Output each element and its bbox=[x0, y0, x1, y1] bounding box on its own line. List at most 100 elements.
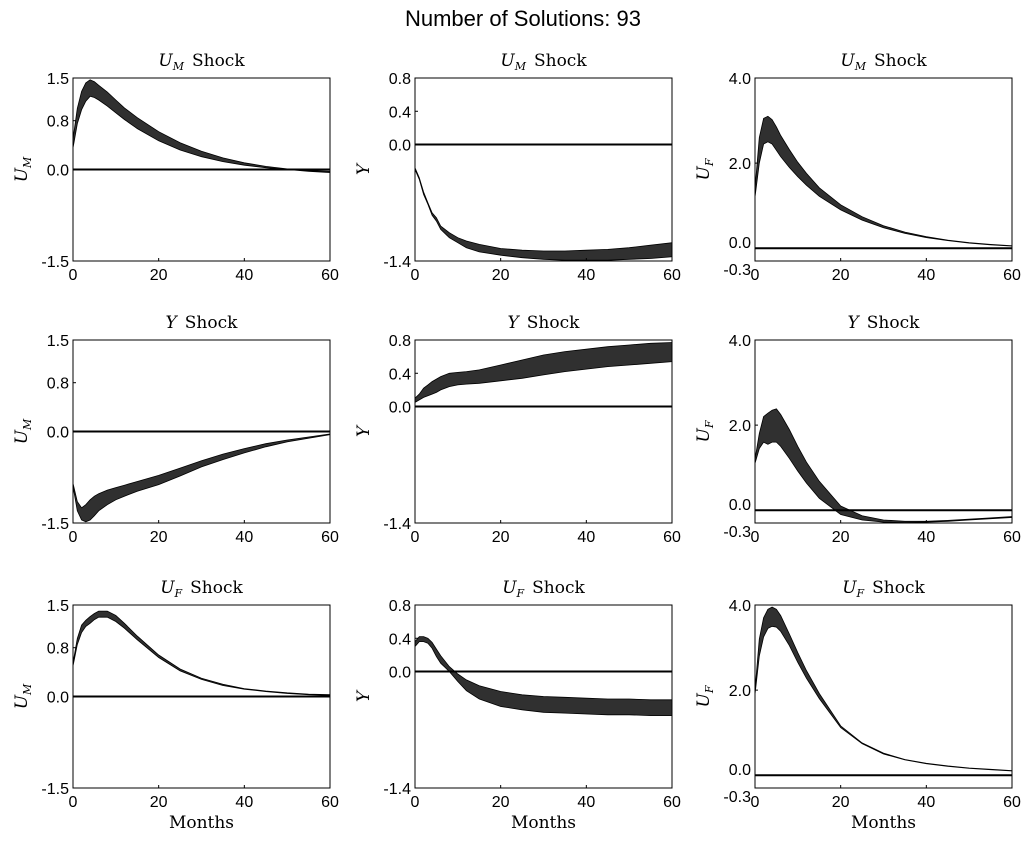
y-tick-label: 0.0 bbox=[389, 400, 411, 417]
x-axis-label: Months bbox=[169, 813, 234, 833]
y-axis-label-group: UM bbox=[12, 156, 34, 182]
y-tick-label: -0.3 bbox=[723, 524, 751, 541]
x-tick-label: 40 bbox=[917, 267, 935, 284]
x-tick-label: 0 bbox=[69, 794, 78, 811]
x-tick-label: 20 bbox=[492, 267, 510, 284]
y-tick-label: 0.0 bbox=[47, 690, 69, 707]
y-tick-label: 0.4 bbox=[389, 366, 411, 383]
x-tick-label: 0 bbox=[411, 267, 420, 284]
subplot-1: 0 20 40 60 -1.5 0.0 0.8 1.5 UM Shock UM bbox=[12, 51, 339, 284]
y-tick-label: -1.5 bbox=[41, 516, 69, 533]
y-tick-label: 0.0 bbox=[729, 235, 751, 252]
x-axis-label: Months bbox=[511, 813, 576, 833]
y-axis-label: UM bbox=[12, 156, 34, 182]
y-tick-label: 1.5 bbox=[47, 333, 69, 350]
x-tick-label: 0 bbox=[411, 794, 420, 811]
x-tick-label: 60 bbox=[1003, 267, 1021, 284]
y-tick-label: -1.4 bbox=[383, 516, 411, 533]
y-axis-label-group: UF bbox=[694, 158, 716, 180]
y-axis-label-group: UM bbox=[12, 683, 34, 709]
y-tick-label: 0.8 bbox=[389, 71, 411, 88]
subplot-4: 0 20 40 60 -1.5 0.0 0.8 1.5 Y Shock UM bbox=[12, 313, 339, 546]
y-axis-label: Y bbox=[354, 424, 374, 437]
y-axis-label: UF bbox=[694, 158, 716, 180]
response-band bbox=[754, 606, 1013, 772]
y-tick-label: 0.0 bbox=[47, 163, 69, 180]
subplot-7: 0 20 40 60 -1.5 0.0 0.8 1.5 UF Shock UM Months bbox=[12, 578, 339, 833]
subplot-5: 0 20 40 60 -1.4 0.0 0.4 0.8 Y Shock Y bbox=[354, 313, 681, 546]
subplot-8: 0 20 40 60 -1.4 0.0 0.4 0.8 UF Shock Y Months bbox=[354, 578, 681, 833]
subplot-title: UF Shock bbox=[160, 578, 243, 600]
subplot-grid: 0 20 40 60 -1.5 0.0 0.8 1.5 UM Shock UM 0 20 40 60 -1.4… bbox=[12, 51, 1021, 833]
x-tick-label: 40 bbox=[577, 794, 595, 811]
y-axis-label: UF bbox=[694, 685, 716, 707]
y-tick-label: 0.8 bbox=[47, 376, 69, 393]
response-band bbox=[414, 636, 673, 716]
x-tick-label: 40 bbox=[235, 529, 253, 546]
x-tick-label: 0 bbox=[751, 267, 760, 284]
y-axis-label-group: UF bbox=[694, 420, 716, 442]
x-tick-label: 60 bbox=[321, 529, 339, 546]
y-axis-label: UM bbox=[12, 683, 34, 709]
y-axis-label-group: UF bbox=[694, 685, 716, 707]
y-tick-label: -1.4 bbox=[383, 781, 411, 798]
y-tick-label: 0.8 bbox=[47, 114, 69, 131]
figure-title: Number of Solutions: 93 bbox=[405, 6, 641, 31]
y-tick-label: 0.0 bbox=[729, 497, 751, 514]
y-tick-label: 0.8 bbox=[47, 641, 69, 658]
y-tick-label: -0.3 bbox=[723, 262, 751, 279]
response-band bbox=[414, 167, 673, 261]
x-tick-label: 20 bbox=[832, 794, 850, 811]
x-tick-label: 40 bbox=[577, 529, 595, 546]
x-tick-label: 40 bbox=[235, 267, 253, 284]
response-band bbox=[72, 433, 331, 523]
x-tick-label: 60 bbox=[663, 794, 681, 811]
y-tick-label: 0.8 bbox=[389, 598, 411, 615]
response-band bbox=[72, 610, 331, 696]
subplot-title: UF Shock bbox=[842, 578, 925, 600]
x-tick-label: 0 bbox=[751, 529, 760, 546]
subplot-title: UM Shock bbox=[500, 51, 587, 73]
axes-frame bbox=[414, 339, 673, 524]
y-tick-label: 1.5 bbox=[47, 598, 69, 615]
subplot-3: 0 20 40 60 -0.3 0.0 2.0 4.0 UM Shock UF bbox=[694, 51, 1021, 284]
subplot-title: Y Shock bbox=[848, 313, 921, 333]
x-tick-label: 40 bbox=[917, 794, 935, 811]
y-tick-label: 2.0 bbox=[729, 156, 751, 173]
response-band bbox=[414, 342, 673, 404]
y-tick-label: 1.5 bbox=[47, 71, 69, 88]
y-tick-label: -1.4 bbox=[383, 254, 411, 271]
subplot-title: UM Shock bbox=[158, 51, 245, 73]
subplot-title: UM Shock bbox=[840, 51, 927, 73]
axes-frame bbox=[414, 604, 673, 789]
x-tick-label: 20 bbox=[150, 529, 168, 546]
x-tick-label: 20 bbox=[492, 794, 510, 811]
y-axis-label: Y bbox=[354, 162, 374, 175]
x-tick-label: 40 bbox=[577, 267, 595, 284]
subplot-title: UF Shock bbox=[502, 578, 585, 600]
y-tick-label: -1.5 bbox=[41, 781, 69, 798]
y-axis-label-group: Y bbox=[354, 689, 374, 702]
x-tick-label: 60 bbox=[663, 267, 681, 284]
subplot-6: 0 20 40 60 -0.3 0.0 2.0 4.0 Y Shock UF bbox=[694, 313, 1021, 546]
x-tick-label: 40 bbox=[917, 529, 935, 546]
y-tick-label: 4.0 bbox=[729, 71, 751, 88]
subplot-title: Y Shock bbox=[508, 313, 581, 333]
y-tick-label: 0.8 bbox=[389, 333, 411, 350]
y-axis-label: UM bbox=[12, 418, 34, 444]
x-tick-label: 20 bbox=[150, 794, 168, 811]
x-tick-label: 0 bbox=[69, 267, 78, 284]
y-tick-label: -0.3 bbox=[723, 789, 751, 806]
x-tick-label: 60 bbox=[1003, 794, 1021, 811]
axes-frame bbox=[754, 604, 1013, 789]
x-tick-label: 20 bbox=[832, 529, 850, 546]
response-band bbox=[754, 408, 1013, 524]
y-tick-label: 2.0 bbox=[729, 683, 751, 700]
axes-frame bbox=[754, 77, 1013, 262]
x-tick-label: 20 bbox=[492, 529, 510, 546]
subplot-9: 0 20 40 60 -0.3 0.0 2.0 4.0 UF Shock UF Months bbox=[694, 578, 1021, 833]
x-tick-label: 60 bbox=[1003, 529, 1021, 546]
y-axis-label-group: Y bbox=[354, 162, 374, 175]
x-tick-label: 60 bbox=[663, 529, 681, 546]
subplot-title: Y Shock bbox=[166, 313, 239, 333]
